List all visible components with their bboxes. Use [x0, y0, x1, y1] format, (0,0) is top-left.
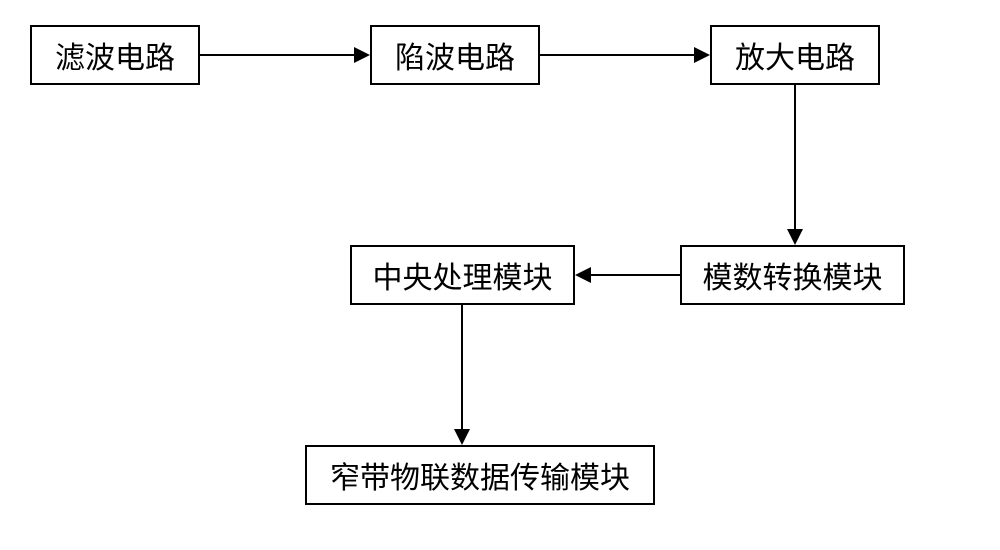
arrow-notch-to-amplify: [540, 54, 694, 56]
arrow-head-notch-to-amplify: [694, 47, 710, 63]
filter-circuit-label: 滤波电路: [55, 33, 175, 77]
arrow-head-amplify-to-adc: [787, 229, 803, 245]
adc-module-label: 模数转换模块: [703, 253, 883, 297]
arrow-adc-to-cpu: [591, 274, 680, 276]
arrow-head-adc-to-cpu: [575, 267, 591, 283]
arrow-head-cpu-to-nb: [454, 429, 470, 445]
amplify-circuit-box: 放大电路: [710, 25, 880, 85]
arrow-cpu-to-nb: [461, 305, 463, 429]
notch-circuit-box: 陷波电路: [370, 25, 540, 85]
nb-iot-module-label: 窄带物联数据传输模块: [330, 453, 630, 497]
arrow-amplify-to-adc: [794, 85, 796, 229]
filter-circuit-box: 滤波电路: [30, 25, 200, 85]
amplify-circuit-label: 放大电路: [735, 33, 855, 77]
notch-circuit-label: 陷波电路: [395, 33, 515, 77]
arrow-head-filter-to-notch: [354, 47, 370, 63]
cpu-module-box: 中央处理模块: [350, 245, 575, 305]
arrow-filter-to-notch: [200, 54, 354, 56]
nb-iot-module-box: 窄带物联数据传输模块: [305, 445, 655, 505]
adc-module-box: 模数转换模块: [680, 245, 905, 305]
cpu-module-label: 中央处理模块: [373, 253, 553, 297]
